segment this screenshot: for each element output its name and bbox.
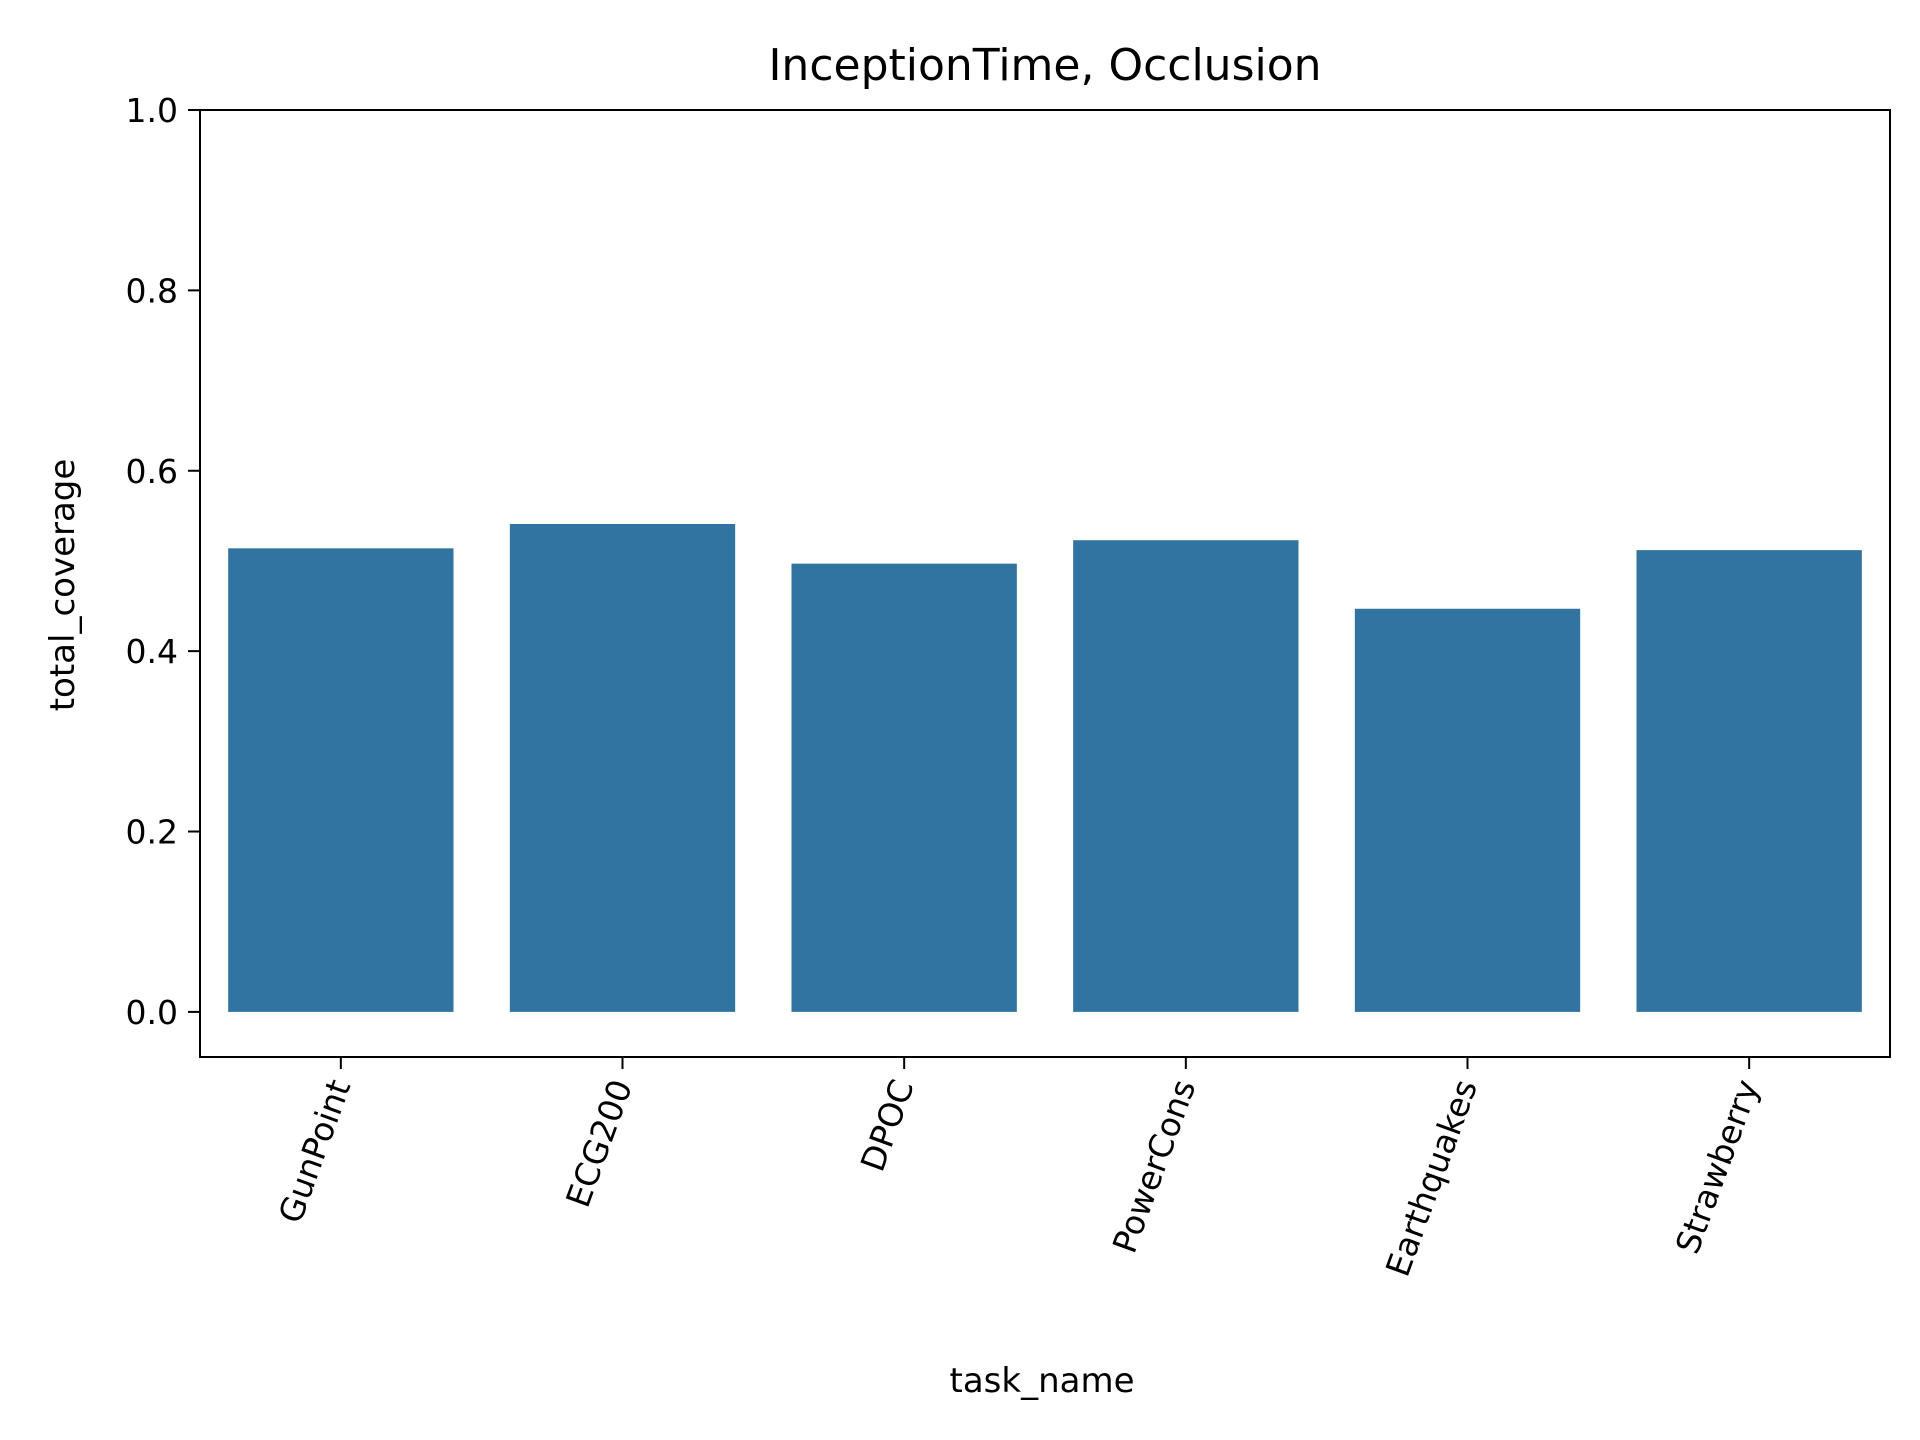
plot-frame <box>199 109 1891 1058</box>
y-tick-label: 1.0 <box>126 91 178 130</box>
bars-group <box>228 523 1862 1012</box>
y-tick-label: 0.8 <box>126 271 178 310</box>
bar-ecg200 <box>509 523 736 1012</box>
y-tick-label: 0.6 <box>126 452 178 491</box>
bar-dpoc <box>791 563 1017 1012</box>
y-tick-label: 0.2 <box>126 813 178 852</box>
y-axis: 0.0 0.2 0.4 0.6 0.8 1.0 <box>126 91 200 1032</box>
y-axis-label: total_coverage <box>43 459 83 712</box>
bar-earthquakes <box>1354 608 1581 1012</box>
y-tick-label: 0.0 <box>126 993 178 1032</box>
x-axis-label: task_name <box>950 1361 1135 1401</box>
bar-gunpoint <box>228 548 454 1012</box>
chart-title: InceptionTime, Occlusion <box>768 40 1321 91</box>
y-tick-label: 0.4 <box>126 632 178 671</box>
bar-strawberry <box>1636 550 1862 1012</box>
bar-powercons <box>1073 540 1299 1012</box>
